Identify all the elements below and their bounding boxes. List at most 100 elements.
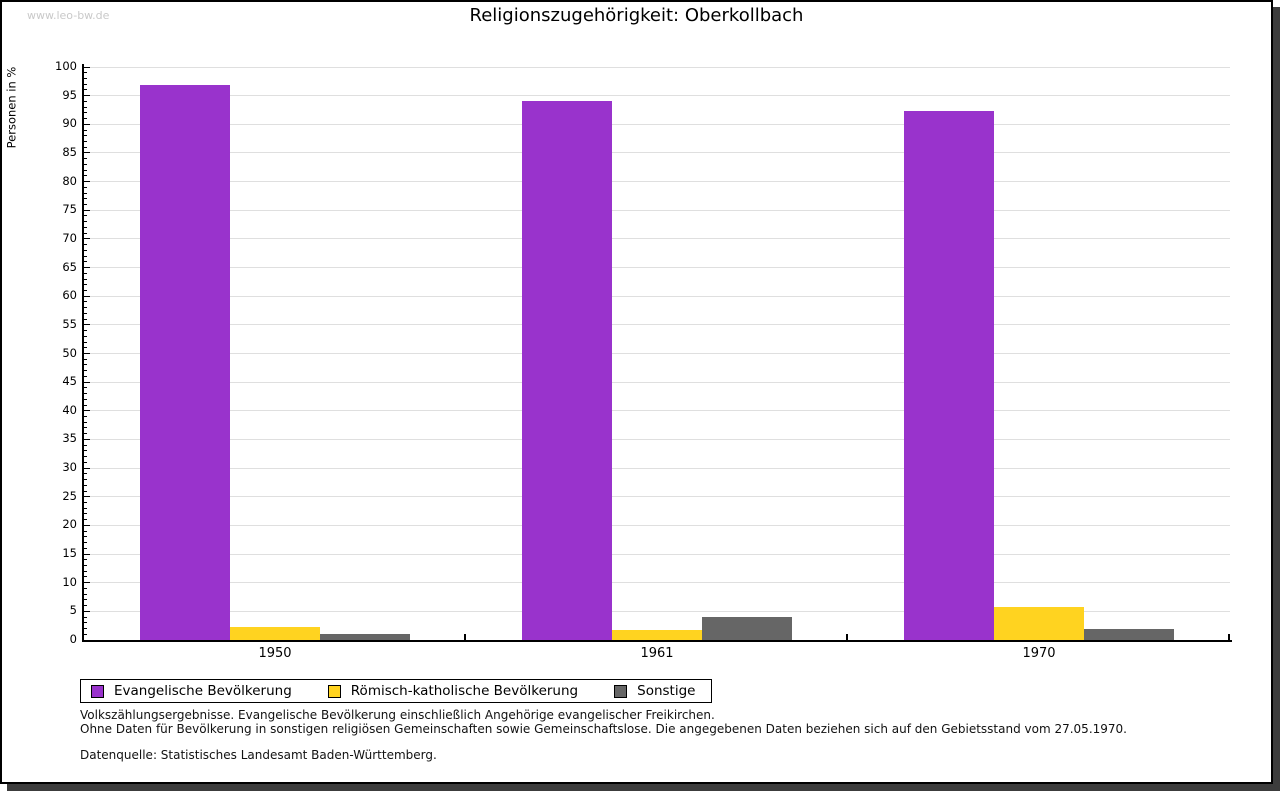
y-axis-label: Personen in % <box>4 66 19 149</box>
y-minor-tick-63 <box>84 278 87 280</box>
y-minor-tick-59 <box>84 301 87 303</box>
bar-r-misch-katholische-bev-lkerung-1961 <box>612 629 702 640</box>
y-major-tick-40 <box>84 410 90 412</box>
y-major-tick-100 <box>84 66 90 68</box>
y-minor-tick-3 <box>84 622 87 624</box>
y-tick-label-50: 50 <box>62 345 77 360</box>
gridline-90 <box>84 123 1230 125</box>
y-major-tick-5 <box>84 610 90 612</box>
y-minor-tick-7 <box>84 599 87 601</box>
y-minor-tick-93 <box>84 106 87 108</box>
y-minor-tick-11 <box>84 576 87 578</box>
y-tick-label-0: 0 <box>69 632 77 646</box>
y-axis-line <box>82 64 84 642</box>
y-tick-label-30: 30 <box>62 460 77 475</box>
legend: Evangelische Bevölkerung Römisch-katholis… <box>80 679 713 703</box>
gridline-85 <box>84 152 1230 154</box>
y-major-tick-80 <box>84 181 90 183</box>
y-minor-tick-74 <box>84 215 87 217</box>
y-minor-tick-98 <box>84 77 87 79</box>
gridline-80 <box>84 181 1230 183</box>
y-minor-tick-34 <box>84 444 87 446</box>
y-minor-tick-22 <box>84 513 87 515</box>
y-minor-tick-2 <box>84 628 87 630</box>
y-minor-tick-1 <box>84 633 87 635</box>
gridline-20 <box>84 524 1230 526</box>
y-minor-tick-81 <box>84 175 87 177</box>
y-tick-label-85: 85 <box>62 144 77 159</box>
y-minor-tick-31 <box>84 461 87 463</box>
bar-sonstige-1970 <box>1084 628 1174 640</box>
y-minor-tick-58 <box>84 307 87 309</box>
y-major-tick-95 <box>84 95 90 97</box>
y-tick-label-45: 45 <box>62 374 77 389</box>
y-minor-tick-54 <box>84 330 87 332</box>
y-minor-tick-29 <box>84 473 87 475</box>
y-major-tick-50 <box>84 353 90 354</box>
gridline-60 <box>84 295 1230 297</box>
y-minor-tick-76 <box>84 204 87 206</box>
gridline-45 <box>84 381 1230 383</box>
bar-evangelische-bev-lkerung-1961 <box>522 100 612 640</box>
legend-label: Evangelische Bevölkerung <box>114 683 292 699</box>
y-minor-tick-46 <box>84 375 87 377</box>
y-minor-tick-86 <box>84 146 87 148</box>
footnotes: Volkszählungsergebnisse. Evangelische Be… <box>80 708 1127 736</box>
y-minor-tick-87 <box>84 140 87 142</box>
y-major-tick-20 <box>84 524 90 526</box>
y-minor-tick-96 <box>84 89 87 91</box>
y-minor-tick-72 <box>84 226 87 228</box>
y-minor-tick-62 <box>84 284 87 286</box>
y-minor-tick-97 <box>84 83 87 85</box>
y-minor-tick-28 <box>84 479 87 481</box>
bar-sonstige-1950 <box>320 634 410 640</box>
y-minor-tick-38 <box>84 421 87 423</box>
x-axis-line <box>82 640 1232 642</box>
y-minor-tick-77 <box>84 198 87 200</box>
x-tick-label-1961: 1961 <box>640 646 674 661</box>
y-minor-tick-71 <box>84 232 87 234</box>
data-source: Datenquelle: Statistisches Landesamt Bad… <box>80 748 437 762</box>
y-tick-label-20: 20 <box>62 517 77 532</box>
y-minor-tick-42 <box>84 398 87 400</box>
y-minor-tick-39 <box>84 416 87 418</box>
y-minor-tick-37 <box>84 427 87 429</box>
y-minor-tick-51 <box>84 347 87 349</box>
y-tick-label-65: 65 <box>62 259 77 274</box>
y-minor-tick-36 <box>84 433 87 435</box>
y-minor-tick-13 <box>84 565 87 566</box>
watermark-text: www.leo-bw.de <box>27 9 110 22</box>
legend-item-r-misch-katholische-bev-lkerung: Römisch-katholische Bevölkerung <box>327 683 578 699</box>
y-minor-tick-49 <box>84 358 87 360</box>
gridline-15 <box>84 553 1230 555</box>
x-boundary-tick-1 <box>464 634 466 640</box>
y-minor-tick-48 <box>84 364 87 366</box>
y-major-tick-25 <box>84 496 90 498</box>
gridline-10 <box>84 582 1230 584</box>
y-minor-tick-91 <box>84 118 87 120</box>
y-tick-label-70: 70 <box>62 230 77 245</box>
chart-title: Religionszugehörigkeit: Oberkollbach <box>469 5 804 26</box>
bar-r-misch-katholische-bev-lkerung-1950 <box>230 626 320 640</box>
bar-evangelische-bev-lkerung-1950 <box>140 85 230 640</box>
y-minor-tick-66 <box>84 261 87 263</box>
y-tick-label-60: 60 <box>62 288 77 303</box>
y-minor-tick-16 <box>84 547 87 549</box>
y-tick-label-80: 80 <box>62 173 77 188</box>
y-major-tick-55 <box>84 324 90 326</box>
y-major-tick-60 <box>84 295 90 297</box>
y-minor-tick-73 <box>84 221 87 223</box>
y-minor-tick-47 <box>84 370 87 372</box>
y-major-tick-70 <box>84 238 90 240</box>
x-boundary-tick-2 <box>846 634 848 640</box>
x-boundary-tick-3 <box>1228 634 1230 640</box>
gridline-40 <box>84 410 1230 412</box>
bar-sonstige-1961 <box>702 616 792 640</box>
y-major-tick-15 <box>84 553 90 555</box>
x-tick-label-1950: 1950 <box>258 646 292 661</box>
legend-swatch <box>327 684 341 698</box>
y-minor-tick-94 <box>84 100 87 102</box>
y-major-tick-0 <box>84 639 90 641</box>
y-minor-tick-61 <box>84 289 87 291</box>
